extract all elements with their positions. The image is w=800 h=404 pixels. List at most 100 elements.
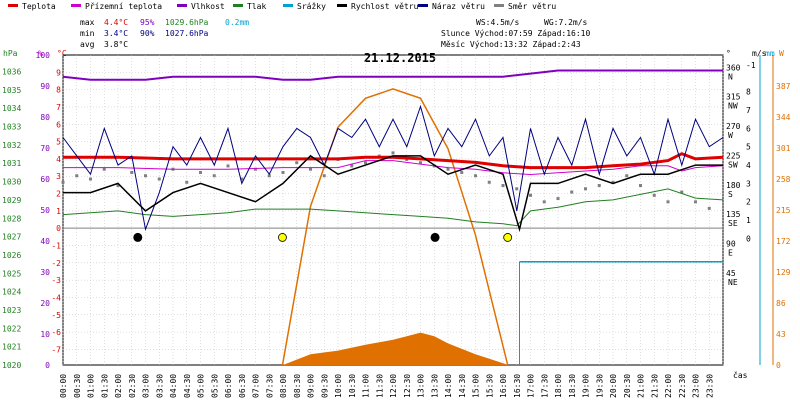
tick-time: 03:30	[155, 374, 164, 398]
stat-avg-label: avg	[80, 40, 95, 49]
tick-time: 16:30	[513, 374, 522, 398]
tick-temperature: 2	[56, 190, 61, 199]
tick-direction-name: SW	[728, 160, 738, 169]
tick-time: 04:00	[169, 374, 178, 398]
tick-wind: 0	[746, 234, 751, 243]
tick-time: 04:30	[183, 374, 192, 398]
axis-unit-degc: °C	[57, 49, 67, 58]
tick-time: 00:00	[59, 374, 68, 398]
wind-direction-point	[446, 167, 450, 171]
tick-solar: 129	[776, 268, 791, 277]
legend-swatch-6	[337, 4, 347, 7]
legend-swatch-7	[418, 4, 428, 7]
wind-direction-point	[226, 164, 230, 168]
tick-time: 17:00	[527, 374, 536, 398]
tick-time: 15:00	[472, 374, 481, 398]
wind-direction-point	[570, 190, 574, 194]
tick-time: 10:00	[334, 374, 343, 398]
axis-unit-w: W	[779, 49, 784, 58]
tick-time: 21:00	[637, 374, 646, 398]
tick-temperature: 7	[56, 103, 61, 112]
tick-direction: 315	[726, 93, 741, 102]
tick-solar: 215	[776, 206, 791, 215]
tick-temperature: -7	[51, 345, 61, 354]
stat-max-label: max	[80, 18, 95, 27]
wind-direction-point	[130, 170, 134, 174]
stat-max-temp: 4.4°C	[104, 18, 128, 27]
wind-direction-point	[157, 177, 161, 181]
tick-time: 10:30	[348, 374, 357, 398]
tick-humidity: 60	[40, 175, 50, 184]
tick-time: 09:30	[320, 374, 329, 398]
wind-speed-line	[63, 154, 723, 233]
tick-direction: 45	[726, 269, 736, 278]
legend-label-6: Rychlost větru	[351, 2, 419, 11]
axis-unit-deg: °	[726, 49, 731, 58]
tick-time: 18:30	[568, 374, 577, 398]
wind-direction-point	[61, 180, 65, 184]
tick-solar: 344	[776, 113, 791, 122]
tick-time: 08:00	[279, 374, 288, 398]
tick-direction: 180	[726, 181, 741, 190]
tick-time: 07:30	[265, 374, 274, 398]
info-moon: Měsíc Východ:13:32 Západ:2:43	[441, 40, 581, 49]
wind-direction-point	[625, 174, 629, 178]
tick-direction-name: NE	[728, 278, 738, 287]
legend-label-1: Teplota	[22, 2, 56, 11]
stat-max-press: 1029.6hPa	[165, 18, 209, 27]
tick-humidity: 0	[45, 361, 50, 370]
tick-hpa: 1035	[2, 86, 21, 95]
tick-time: 03:00	[142, 374, 151, 398]
wind-direction-point	[102, 167, 106, 171]
tick-time: 09:00	[307, 374, 316, 398]
tick-humidity: 30	[40, 268, 50, 277]
legend-label-5: Srážky	[297, 2, 326, 11]
stat-min-press: 1027.6hPa	[165, 29, 209, 38]
axis-unit-pct: %	[38, 49, 43, 58]
tick-solar: 0	[776, 361, 781, 370]
wind-direction-point	[515, 187, 519, 191]
tick-temperature: -2	[51, 259, 61, 268]
tick-temperature: -4	[51, 293, 61, 302]
wind-direction-point	[584, 187, 587, 191]
tick-temperature: -3	[51, 276, 61, 285]
tick-direction-name: S	[728, 190, 733, 199]
tick-time: 13:00	[417, 374, 426, 398]
tick-wind: 2	[746, 198, 751, 207]
tick-time: 23:30	[705, 374, 714, 398]
axes: 1036103510341033103210311030102910281027…	[2, 51, 791, 398]
tick-time: 01:30	[100, 374, 109, 398]
wind-direction-point	[529, 193, 532, 197]
grid	[62, 54, 724, 366]
tick-hpa: 1026	[2, 251, 21, 260]
tick-time: 05:00	[197, 374, 206, 398]
tick-temperature: -5	[51, 311, 61, 320]
legend-swatch-1	[8, 4, 18, 7]
tick-time: 02:30	[128, 374, 137, 398]
info-sun: Slunce Východ:07:59 Západ:16:10	[441, 29, 590, 38]
plot-area	[61, 69, 724, 366]
tick-hpa: 1023	[2, 306, 21, 315]
tick-hpa: 1030	[2, 178, 21, 187]
tick-time: 20:30	[623, 374, 632, 398]
tick-wind: 7	[746, 106, 751, 115]
tick-hpa: 1028	[2, 214, 21, 223]
axis-unit-ms: m/s	[752, 49, 767, 58]
tick-temperature: 6	[56, 120, 61, 129]
solar-theoretical-curve	[281, 88, 509, 366]
tick-time: 05:30	[210, 374, 219, 398]
tick-time: 19:00	[582, 374, 591, 398]
legend-swatch-4	[233, 4, 243, 7]
tick-direction-name: W	[728, 131, 733, 140]
wind-direction-point	[144, 174, 147, 178]
tick-solar: 86	[776, 299, 786, 308]
tick-time: 11:00	[362, 374, 371, 398]
moonrise-marker	[430, 232, 440, 242]
tick-hpa: 1027	[2, 233, 21, 242]
tick-temperature: 9	[56, 68, 61, 77]
tick-temperature: 4	[56, 155, 61, 164]
tick-hpa: 1033	[2, 123, 21, 132]
wind-direction-point	[652, 193, 656, 197]
tick-time: 06:00	[224, 374, 233, 398]
